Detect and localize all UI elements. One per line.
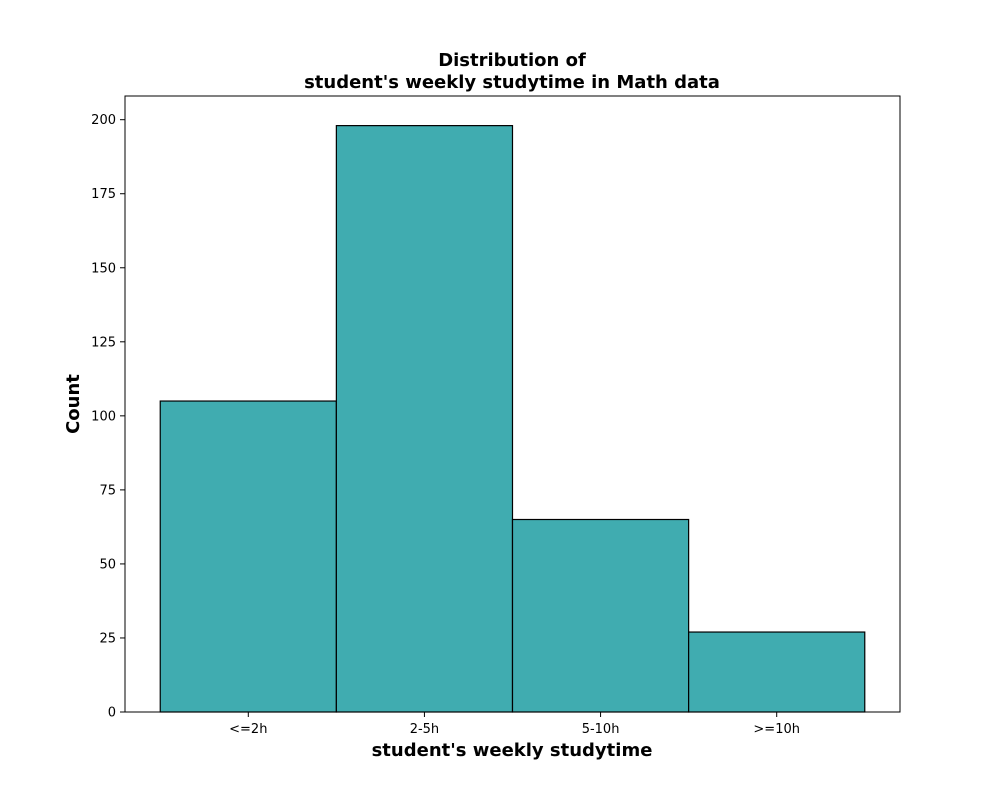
x-tick-label-3: >=10h <box>753 722 800 737</box>
y-tick-label-5: 125 <box>91 335 116 350</box>
x-axis-label: student's weekly studytime <box>372 740 653 761</box>
bars <box>159 125 866 713</box>
y-tick-label-1: 25 <box>99 631 116 646</box>
y-tick-label-3: 75 <box>99 483 116 498</box>
chart-title-line-2: student's weekly studytime in Math data <box>304 72 720 93</box>
x-axis-ticks: <=2h 2-5h 5-10h >=10h <box>229 712 800 737</box>
y-tick-label-2: 50 <box>99 557 116 572</box>
x-tick-label-0: <=2h <box>229 722 267 737</box>
bar-2 <box>511 518 690 713</box>
chart-title: Distribution of student's weekly studyti… <box>304 50 720 93</box>
y-tick-label-4: 100 <box>91 409 116 424</box>
y-axis-label: Count <box>63 374 84 434</box>
y-tick-label-7: 175 <box>91 187 116 202</box>
y-tick-label-6: 150 <box>91 261 116 276</box>
y-axis-ticks: 0 25 50 75 100 125 150 175 200 <box>91 113 125 721</box>
x-tick-label-1: 2-5h <box>410 722 439 737</box>
bar-1 <box>335 125 514 713</box>
bar-3 <box>688 631 866 713</box>
y-tick-label-0: 0 <box>108 706 116 721</box>
y-tick-label-8: 200 <box>91 113 116 128</box>
bar-0 <box>159 400 337 713</box>
plot-frame <box>124 95 901 713</box>
chart-title-line-1: Distribution of <box>438 50 586 71</box>
x-tick-label-2: 5-10h <box>582 722 620 737</box>
